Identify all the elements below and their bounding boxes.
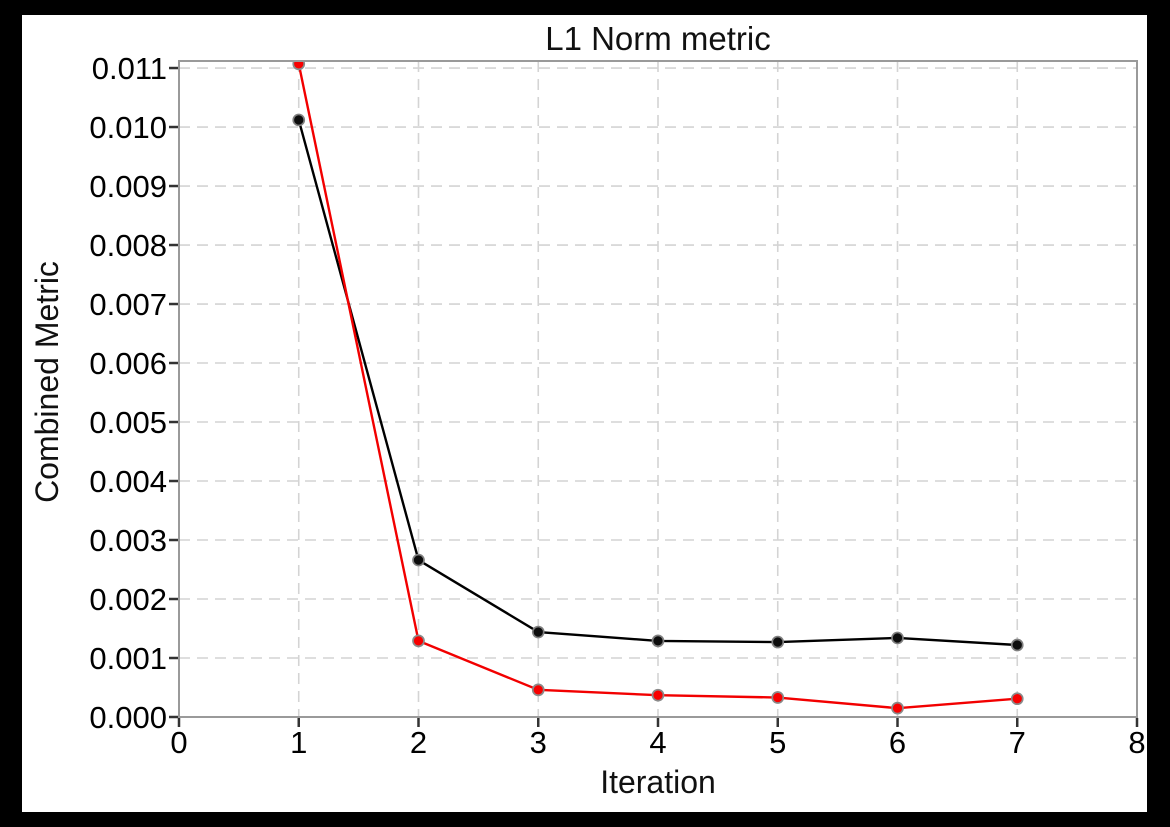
y-tick-label: 0.009: [89, 169, 167, 204]
black-series-marker: [531, 625, 545, 639]
red-series-marker: [292, 61, 306, 71]
x-tick-label: 0: [170, 725, 187, 760]
red-series-marker: [771, 691, 785, 704]
black-series-marker: [1010, 638, 1024, 652]
y-tick-label: 0.002: [89, 582, 167, 617]
y-tick-label: 0.000: [89, 700, 167, 735]
plot-frame: [178, 60, 1138, 718]
black-series-marker: [412, 553, 425, 567]
y-axis-title: Combined Metric: [29, 261, 65, 503]
chart-card: 0 1 2 3 4 5 6 7 8 0.000 0.001 0.002 0.003 0.004 0.005 0…: [22, 15, 1147, 812]
red-series-marker: [891, 701, 904, 715]
y-tick-label: 0.001: [89, 641, 167, 676]
x-tick-label: 2: [410, 725, 427, 760]
y-tick-label: 0.011: [92, 51, 167, 86]
chart-plot-area: 0 1 2 3 4 5 6 7 8 0.000 0.001 0.002 0.003 0.004 0.005 0…: [89, 51, 1145, 760]
black-series-marker: [292, 113, 306, 127]
black-series-marker: [651, 634, 665, 648]
x-tick-label: 6: [889, 725, 906, 760]
black-series-marker: [891, 631, 904, 645]
x-axis-title: Iteration: [600, 764, 716, 800]
red-series-marker: [531, 683, 545, 697]
x-tick-label: 5: [769, 725, 786, 760]
y-tick-label: 0.004: [89, 464, 167, 499]
x-tick-label: 7: [1009, 725, 1026, 760]
y-tick-label: 0.008: [89, 228, 167, 263]
y-tick-label: 0.005: [89, 405, 167, 440]
x-tick-label: 3: [530, 725, 547, 760]
red-series-marker: [1010, 692, 1024, 706]
black-series-marker: [771, 635, 785, 649]
red-series-marker: [651, 688, 665, 702]
y-tick-label: 0.006: [89, 346, 167, 381]
red-series-marker: [412, 634, 425, 648]
x-tick-label: 1: [290, 725, 307, 760]
chart-title: L1 Norm metric: [545, 20, 771, 57]
y-tick-label: 0.003: [89, 523, 167, 558]
x-tick-label: 8: [1128, 725, 1145, 760]
y-tick-label: 0.007: [89, 287, 167, 322]
y-tick-label: 0.010: [89, 110, 167, 145]
x-tick-label: 4: [649, 725, 666, 760]
